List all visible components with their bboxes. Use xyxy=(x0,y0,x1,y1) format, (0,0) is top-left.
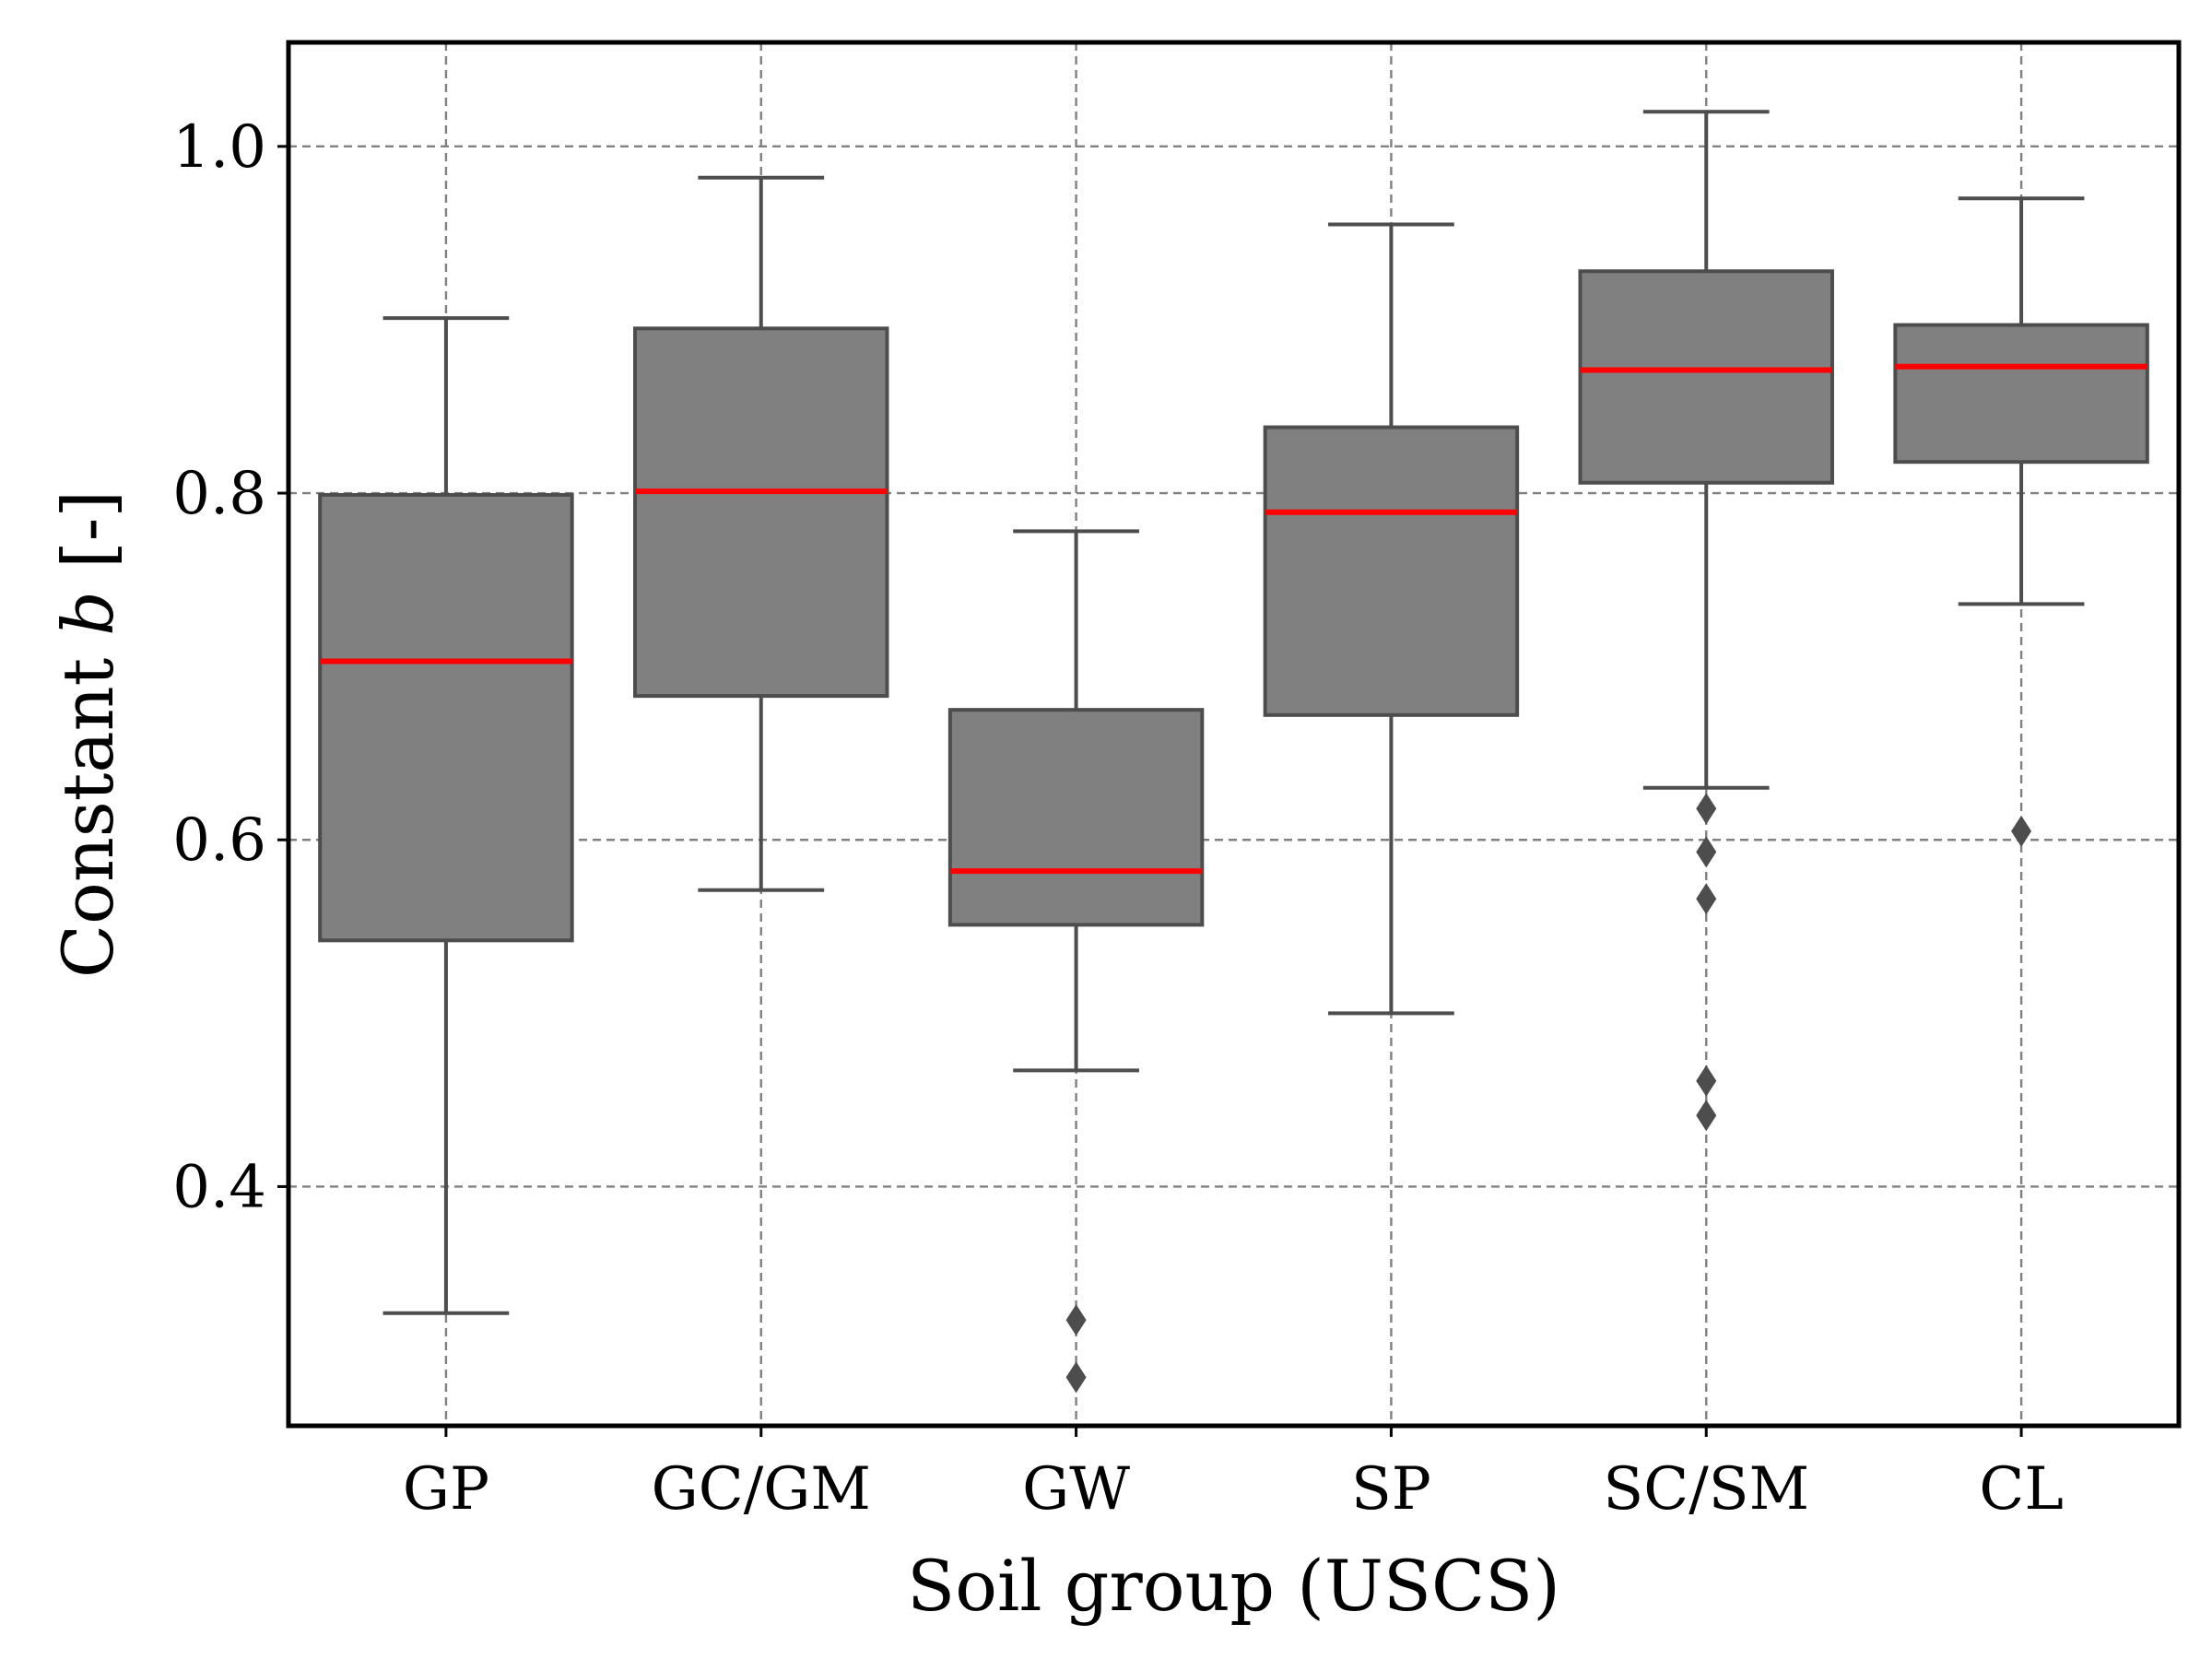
x-tick-label: GW xyxy=(1022,1455,1130,1524)
outlier-marker xyxy=(1065,1304,1087,1336)
y-axis-label-variable: b xyxy=(47,591,129,636)
box-iqr xyxy=(318,492,574,943)
y-axis-label: Constant b [-] xyxy=(47,490,129,978)
outlier-marker xyxy=(2011,815,2032,847)
x-axis-label: Soil group (USCS) xyxy=(907,1545,1560,1627)
y-tick-label: 0.8 xyxy=(172,460,266,528)
x-tick-label: SC/SM xyxy=(1603,1455,1809,1524)
box-series xyxy=(318,110,2149,1394)
outlier-marker xyxy=(1696,836,1717,868)
outlier-marker xyxy=(1065,1361,1087,1394)
y-axis-label-suffix: [-] xyxy=(47,490,129,591)
y-tick-label: 0.6 xyxy=(172,806,266,875)
box-iqr xyxy=(1263,425,1520,717)
box-group xyxy=(633,175,889,892)
box-iqr xyxy=(633,326,889,699)
box-group xyxy=(947,529,1205,1394)
x-tick-label: CL xyxy=(1979,1455,2063,1524)
y-tick-label: 1.0 xyxy=(172,113,266,182)
x-tick-label: GP xyxy=(403,1455,489,1524)
box-group xyxy=(1893,196,2149,847)
y-tick-label: 0.4 xyxy=(172,1153,266,1221)
outlier-marker xyxy=(1696,1100,1717,1132)
x-tick-label: GC/GM xyxy=(652,1455,871,1524)
plot-area-frame xyxy=(286,40,2182,1429)
outlier-marker xyxy=(1696,1065,1717,1097)
box-iqr xyxy=(1893,323,2149,465)
y-axis-label-prefix: Constant xyxy=(47,636,129,978)
box-iqr xyxy=(947,708,1205,927)
box-group xyxy=(1263,222,1520,1016)
x-tick-label: SP xyxy=(1351,1455,1431,1524)
box-iqr xyxy=(1578,269,1834,485)
axis-ticks: 0.4 0.6 0.8 1.0 GP GC/GM GW SP SC/SM CL xyxy=(172,113,2064,1524)
box-group xyxy=(318,316,574,1315)
box-group xyxy=(1578,110,1834,1132)
outlier-marker xyxy=(1696,883,1717,915)
outlier-marker xyxy=(1696,793,1717,825)
